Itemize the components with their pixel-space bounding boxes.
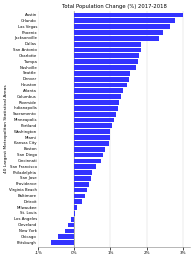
Bar [74, 83, 127, 88]
Title: Total Population Change (%) 2017-2018: Total Population Change (%) 2017-2018 [62, 4, 166, 9]
Bar [74, 188, 87, 192]
Bar [74, 18, 175, 23]
Bar [74, 182, 89, 187]
Bar [51, 240, 74, 245]
Bar [74, 94, 121, 99]
Bar [74, 112, 116, 117]
Bar [74, 176, 91, 181]
Bar [74, 65, 136, 70]
Bar [74, 147, 105, 152]
Bar [74, 141, 109, 146]
Bar [74, 205, 77, 210]
Bar [74, 30, 163, 35]
Bar [74, 71, 130, 76]
Bar [74, 24, 170, 29]
Bar [74, 42, 141, 47]
Bar [74, 118, 114, 123]
Bar [74, 159, 101, 163]
Bar [58, 234, 74, 239]
Bar [74, 193, 85, 198]
Bar [74, 164, 96, 169]
Bar [74, 153, 103, 157]
Bar [74, 124, 112, 128]
Bar [74, 135, 110, 140]
Bar [74, 13, 183, 17]
Bar [74, 199, 82, 204]
Bar [74, 89, 123, 93]
Bar [74, 48, 141, 52]
Bar [74, 129, 110, 134]
Bar [74, 59, 138, 64]
Bar [74, 100, 120, 105]
Bar [74, 170, 92, 175]
Bar [74, 211, 75, 216]
Bar [65, 228, 74, 233]
Bar [74, 77, 128, 82]
Bar [74, 106, 118, 111]
Y-axis label: 40 Largest Metropolitan Statistical Areas: 40 Largest Metropolitan Statistical Area… [4, 84, 8, 173]
Bar [74, 36, 159, 41]
Bar [68, 223, 74, 227]
Bar [71, 217, 74, 222]
Bar [74, 53, 139, 58]
